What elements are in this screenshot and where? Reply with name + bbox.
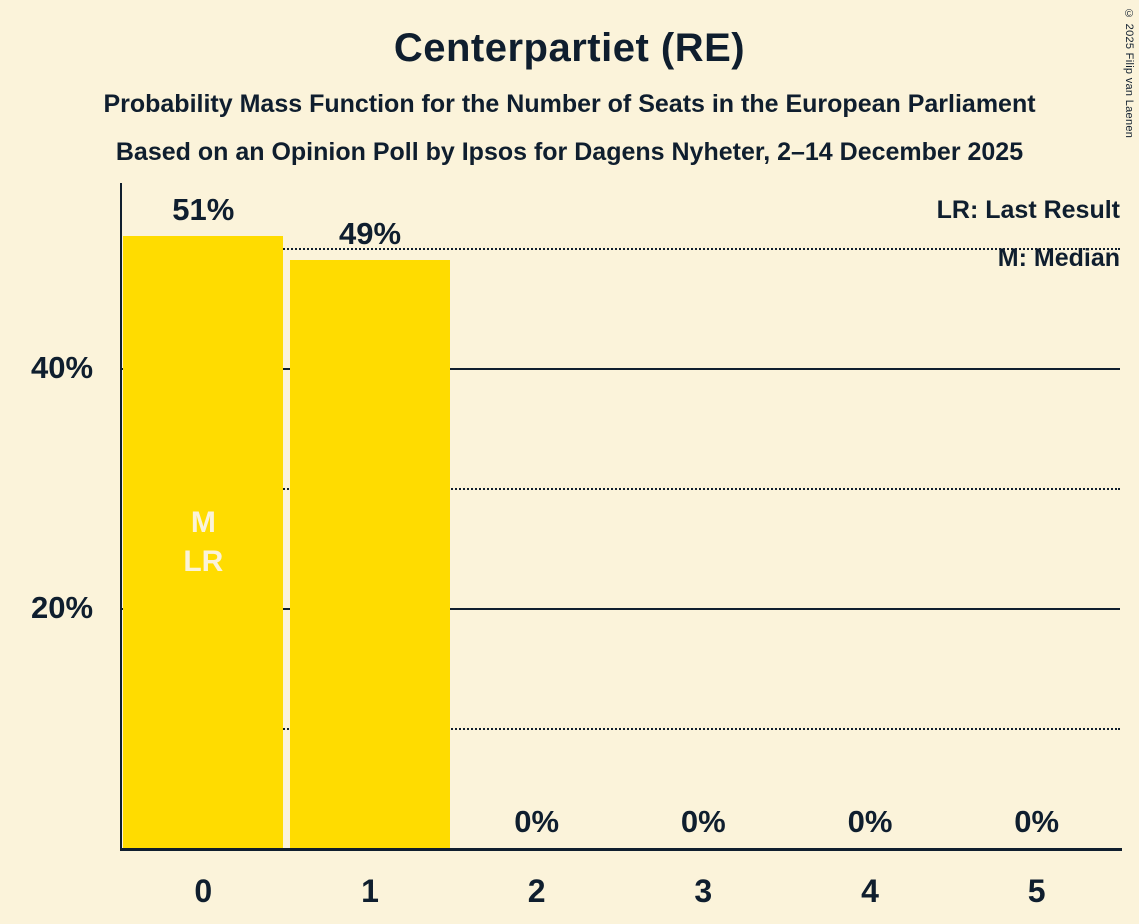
gridline-40pct-solid: [120, 368, 1120, 370]
bar-annotation-median-last-result: M LR: [123, 236, 283, 848]
gridline-20pct-solid: [120, 608, 1120, 610]
x-tick-label-seat-3: 3: [694, 873, 713, 909]
value-label-seat-2: 0%: [514, 804, 560, 839]
bar-seat-0: [123, 236, 284, 848]
gridline-10pct-dotted: [120, 728, 1120, 730]
y-tick-label-20pct: 20%: [30, 590, 94, 625]
chart-title: Centerpartiet (RE): [393, 26, 746, 70]
value-label-seat-3: 0%: [680, 804, 726, 839]
x-tick-label-seat-0: 0: [194, 873, 213, 909]
x-tick-label-seat-1: 1: [361, 873, 379, 909]
y-tick-label-40pct: 40%: [30, 350, 94, 385]
value-label-seat-5: 0%: [1014, 804, 1060, 839]
last-result-marker-label: LR: [183, 545, 224, 578]
gridline-30pct-dotted: [120, 488, 1120, 490]
value-label-seat-1: 49%: [338, 216, 402, 251]
bar-seat-1: [290, 260, 450, 848]
copyright-notice: © 2025 Filip van Laenen: [1123, 8, 1135, 139]
value-label-seat-0: 51%: [172, 192, 235, 227]
legend-last-result: LR: Last Result: [936, 196, 1120, 224]
x-axis-line: [120, 848, 1122, 851]
gridline-50pct-dotted: [120, 248, 1120, 250]
x-tick-label-seat-4: 4: [861, 873, 879, 909]
legend-median: M: Median: [997, 244, 1120, 272]
chart-subtitle-line1: Probability Mass Function for the Number…: [103, 90, 1036, 118]
x-tick-label-seat-5: 5: [1027, 873, 1046, 909]
median-marker-label: M: [190, 506, 216, 539]
chart-subtitle-line2: Based on an Opinion Poll by Ipsos for Da…: [115, 138, 1024, 166]
y-axis-line: [120, 183, 122, 850]
chart-legend: LR: Last Result M: Median: [937, 186, 1120, 282]
x-tick-label-seat-2: 2: [527, 873, 546, 909]
value-label-seat-4: 0%: [847, 804, 893, 839]
